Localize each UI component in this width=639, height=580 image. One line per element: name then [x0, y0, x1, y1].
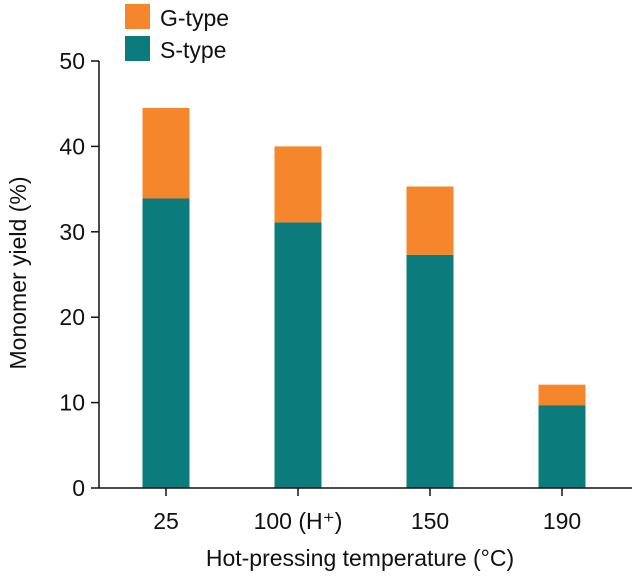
y-axis-label: Monomer yield (%)	[5, 177, 31, 370]
bar-g-type-4	[538, 384, 586, 406]
x-axis-label: Hot-pressing temperature (°C)	[206, 545, 514, 571]
bar-s-type-1	[142, 198, 190, 488]
x-tick-label: 150	[411, 508, 449, 534]
legend-label-g-type: G-type	[160, 5, 229, 31]
legend-swatch-g-type	[125, 4, 150, 29]
x-tick-label: 190	[543, 508, 581, 534]
y-tick-label: 30	[59, 219, 85, 245]
bar-s-type-4	[538, 405, 586, 488]
legend: G-type S-type	[125, 4, 229, 63]
y-tick-label: 10	[59, 390, 85, 416]
axes: 0 10 20 30 40 50 25 100 (H⁺) 150 190	[59, 48, 632, 534]
bar-g-type-1	[142, 107, 190, 199]
y-tick-label: 20	[59, 304, 85, 330]
bar-g-type-3	[406, 186, 454, 255]
legend-swatch-s-type	[125, 36, 150, 61]
y-tick-label: 0	[72, 475, 85, 501]
bar-g-type-2	[274, 146, 322, 223]
y-tick-label: 40	[59, 133, 85, 159]
legend-label-s-type: S-type	[160, 37, 226, 63]
y-tick-label: 50	[59, 48, 85, 74]
bar-series	[142, 107, 586, 488]
x-tick-label: 25	[153, 508, 179, 534]
x-tick-label: 100 (H⁺)	[254, 508, 343, 534]
bar-s-type-2	[274, 222, 322, 488]
bar-s-type-3	[406, 254, 454, 488]
